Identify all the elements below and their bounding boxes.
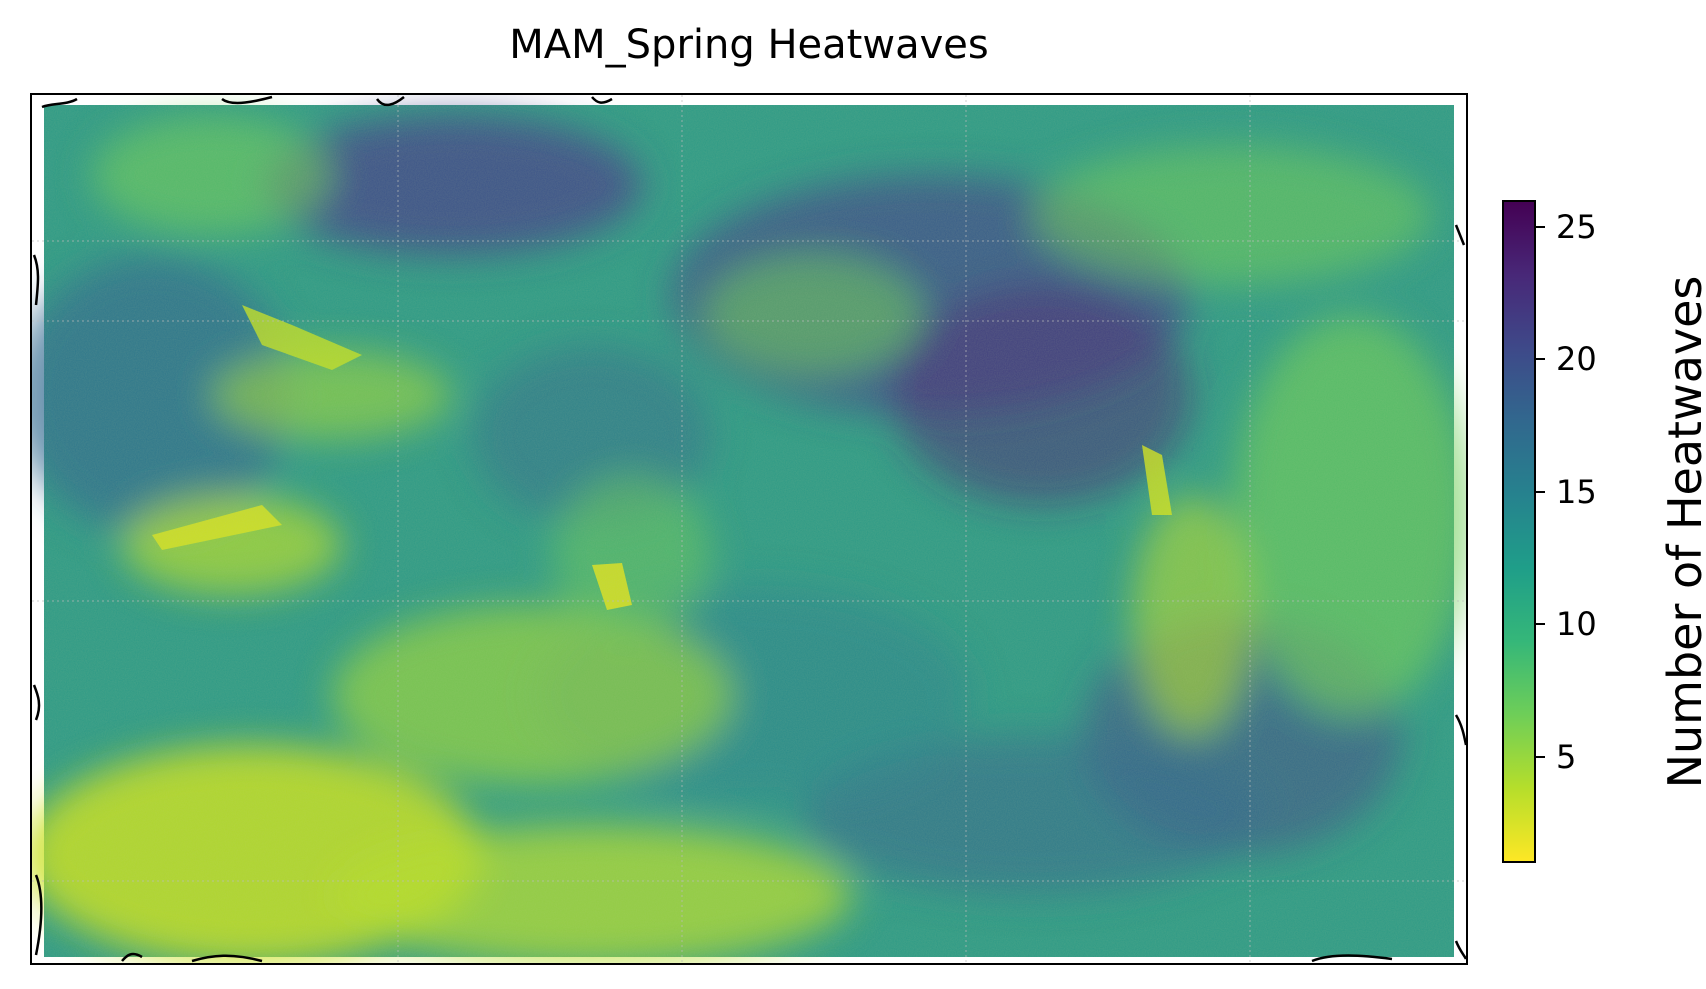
gridlines <box>32 95 1466 963</box>
colorbar-tick-mark <box>1536 623 1545 626</box>
colorbar-label: Number of Heatwaves <box>1658 275 1706 789</box>
map-panel <box>30 93 1468 965</box>
colorbar-tick-label: 15 <box>1556 472 1597 511</box>
colorbar-tick-mark <box>1536 755 1545 758</box>
colorbar-tick-label: 5 <box>1556 737 1577 776</box>
map-title: MAM_Spring Heatwaves <box>509 22 989 68</box>
coastlines <box>32 95 1466 963</box>
field-texture <box>44 105 1454 957</box>
colorbar-tick-mark <box>1536 358 1545 361</box>
colorbar-tick-mark <box>1536 225 1545 228</box>
colorbar <box>1502 200 1536 863</box>
colorbar-tick-label: 25 <box>1556 207 1597 246</box>
colorbar-tick-label: 10 <box>1556 605 1597 644</box>
colorbar-tick-label: 20 <box>1556 340 1597 379</box>
colorbar-tick-mark <box>1536 490 1545 493</box>
heatwave-field-map <box>32 95 1466 963</box>
